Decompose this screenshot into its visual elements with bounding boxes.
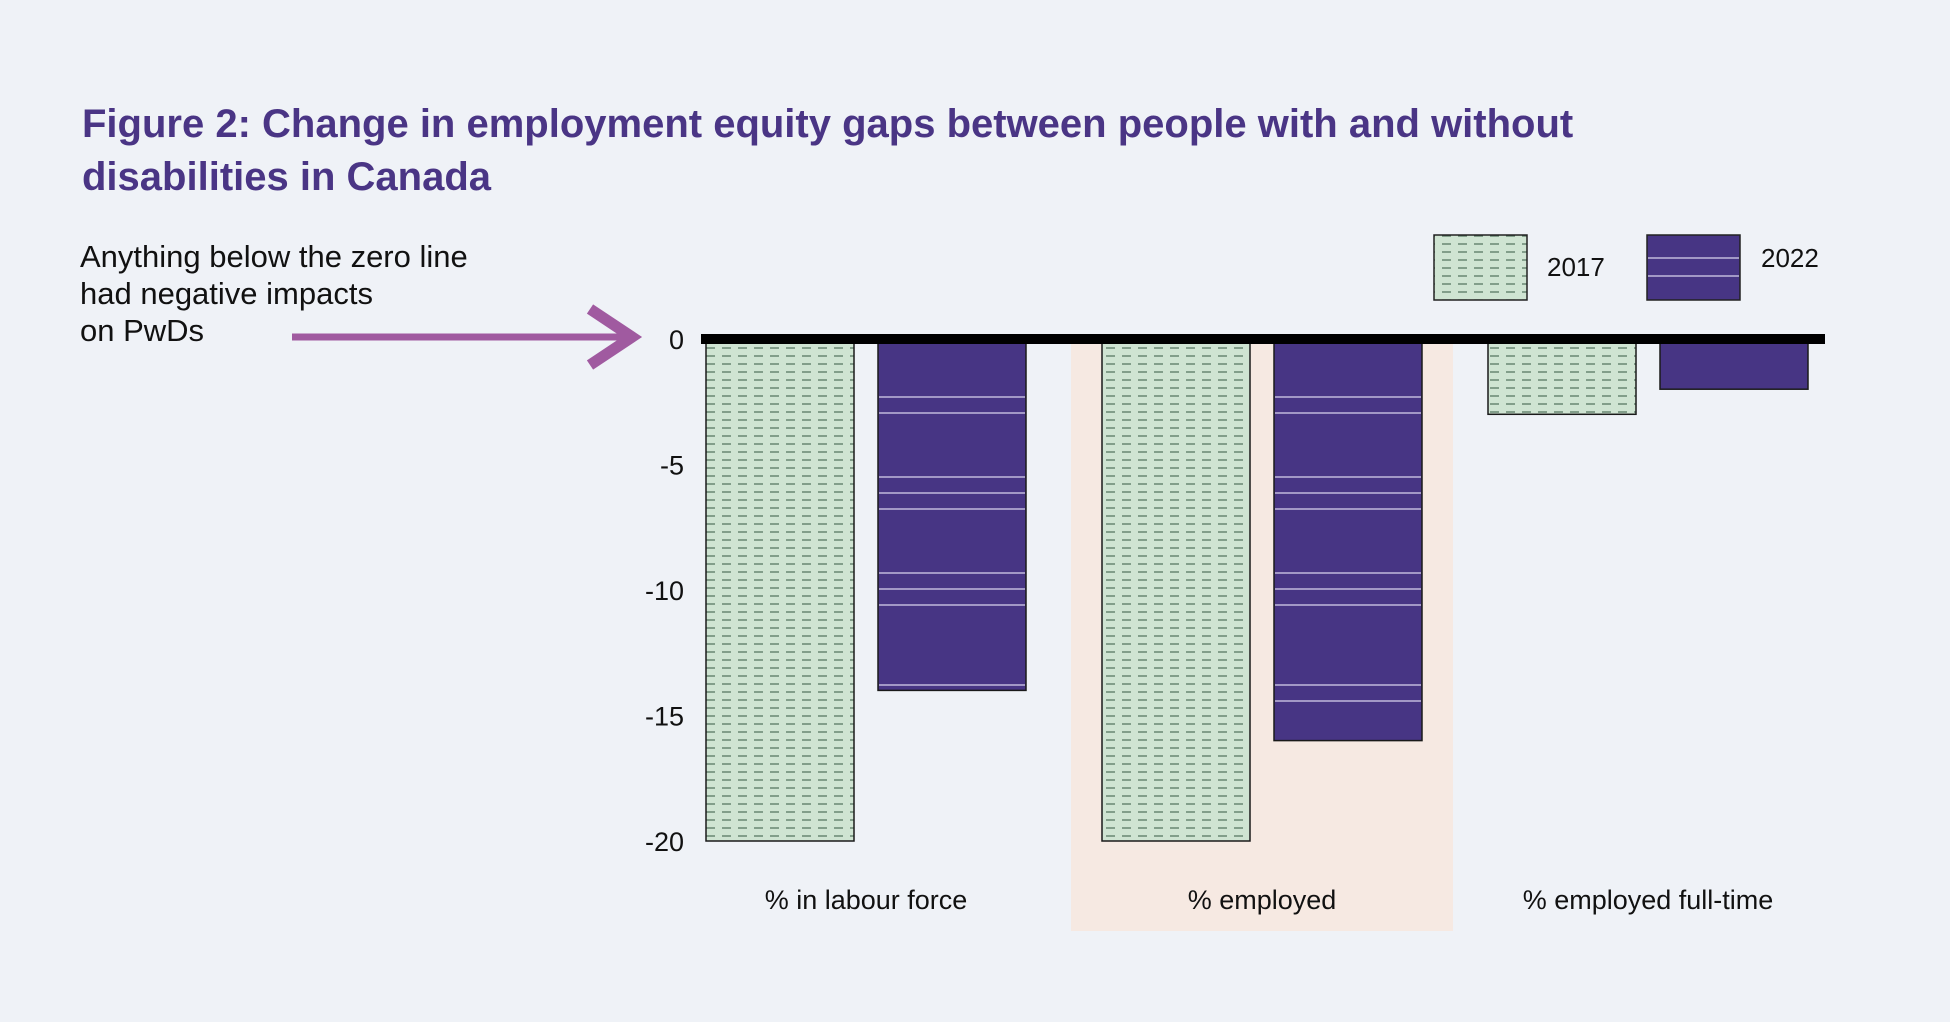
bar-2017-employed — [1101, 342, 1251, 842]
y-axis: 0 -5 -10 -15 -20 — [645, 325, 684, 857]
y-tick-label: -20 — [645, 827, 684, 857]
annotation-line-2: had negative impacts — [80, 276, 373, 311]
legend-swatch-2022 — [1646, 234, 1741, 301]
chart-title: Figure 2: Change in employment equity ga… — [82, 102, 1574, 199]
x-category-label: % employed — [1188, 885, 1337, 915]
annotation-line-3: on PwDs — [80, 313, 205, 348]
bar-2022-employed — [1273, 342, 1423, 742]
bar-2022-in-labour-force — [877, 342, 1027, 692]
bar-2017-in-labour-force — [705, 342, 855, 842]
y-tick-label: -5 — [660, 451, 684, 481]
x-axis-category-labels: % in labour force % employed % employed fu… — [765, 885, 1774, 915]
zero-line-annotation: Anything below the zero line had negativ… — [80, 238, 580, 349]
x-category-label: % in labour force — [765, 885, 968, 915]
y-tick-label: -10 — [645, 576, 684, 606]
legend-label-2017: 2017 — [1547, 252, 1605, 282]
y-tick-label: 0 — [669, 325, 684, 355]
x-category-label: % employed full-time — [1523, 885, 1774, 915]
bar-2017-employed-full-time — [1487, 342, 1637, 416]
bar-2022-employed-full-time — [1659, 342, 1809, 390]
legend-swatch-2017 — [1433, 234, 1528, 301]
legend-label-2022: 2022 — [1761, 243, 1819, 273]
legend: 2017 2022 — [1433, 234, 1819, 301]
y-tick-label: -15 — [645, 702, 684, 732]
annotation-line-1: Anything below the zero line — [80, 239, 468, 274]
